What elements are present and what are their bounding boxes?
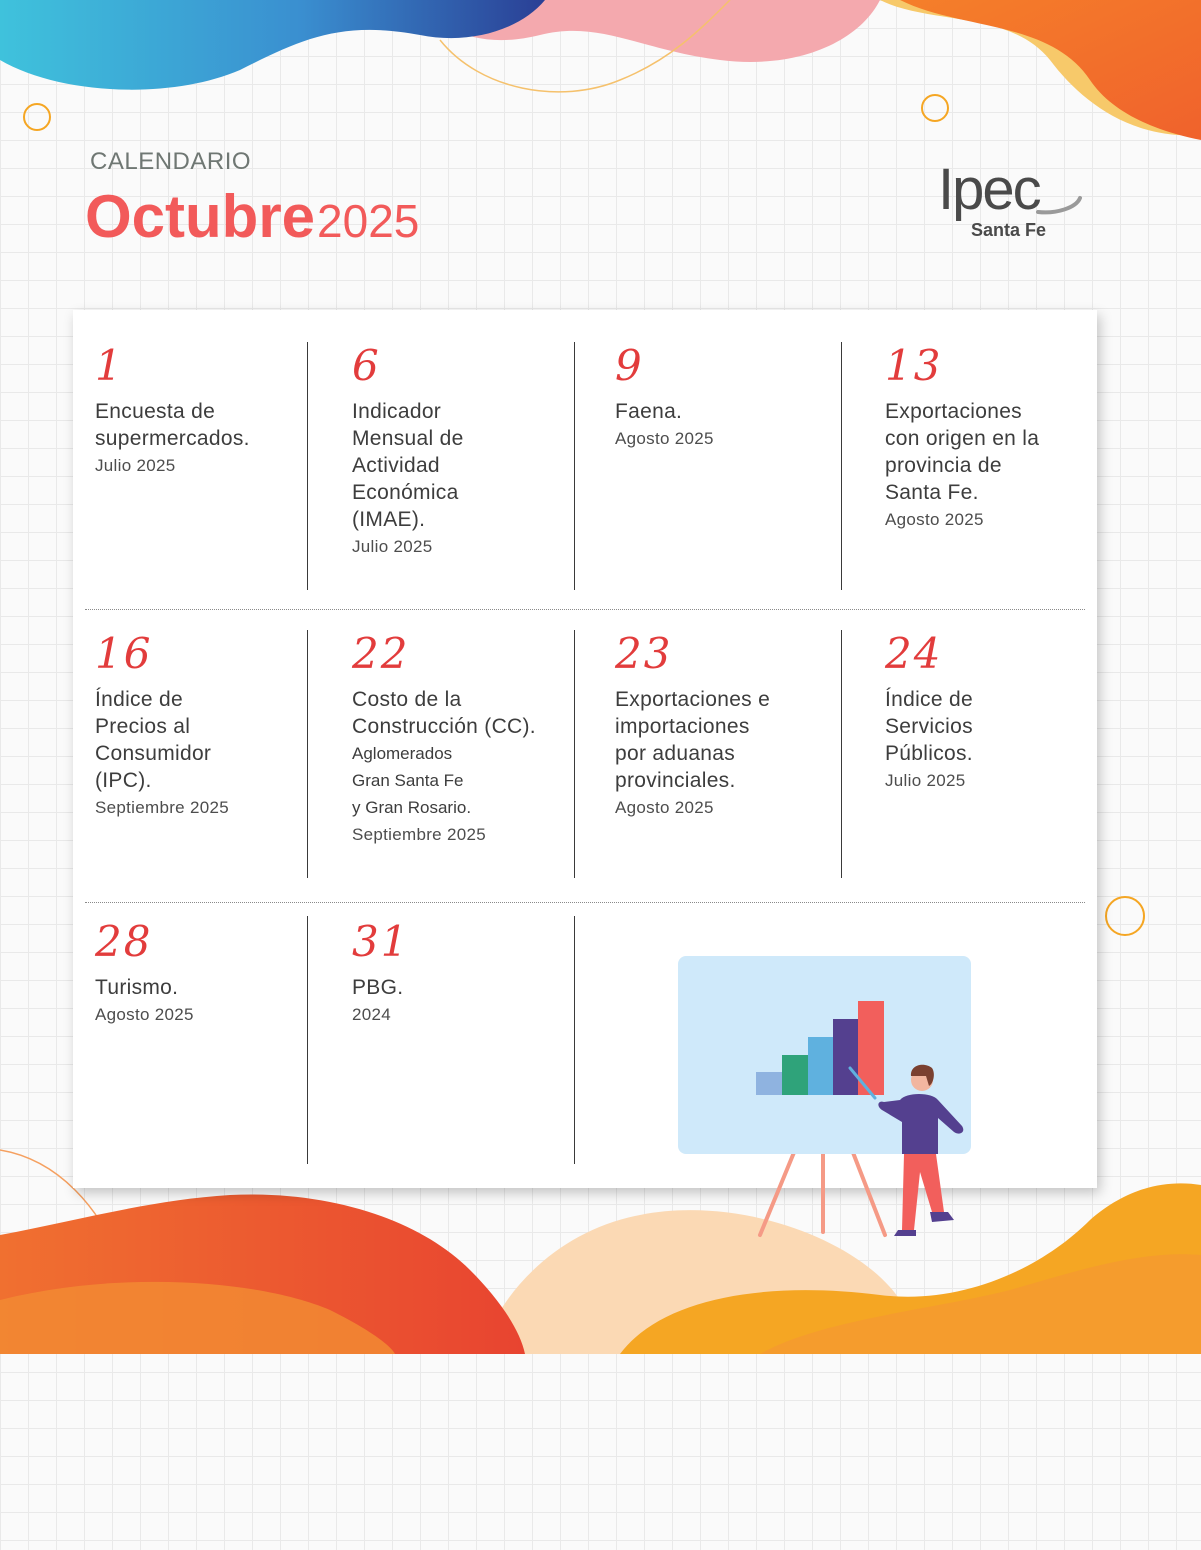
column-divider bbox=[574, 916, 575, 1164]
row-divider bbox=[85, 609, 1085, 610]
event-title: PBG. bbox=[352, 976, 404, 999]
event-period: Agosto 2025 bbox=[885, 510, 984, 529]
event-title: Índice de Servicios Públicos. bbox=[885, 688, 973, 765]
event-cell: 16 Índice de Precios al Consumidor (IPC). S… bbox=[95, 630, 295, 822]
event-cell: 22 Costo de la Construcción (CC). Aglomer… bbox=[352, 630, 562, 849]
month-title: Octubre bbox=[85, 183, 316, 250]
event-cell: 1 Encuesta de supermercados. Julio 2025 bbox=[95, 342, 295, 480]
event-day: 16 bbox=[95, 629, 153, 678]
event-title: Faena. bbox=[615, 400, 683, 423]
column-divider bbox=[574, 630, 575, 878]
event-day: 23 bbox=[615, 629, 673, 678]
event-cell: 6 Indicador Mensual de Actividad Económica(… bbox=[352, 342, 562, 561]
event-day: 31 bbox=[352, 917, 410, 966]
event-day: 6 bbox=[352, 341, 381, 390]
event-day: 24 bbox=[885, 629, 943, 678]
event-period: Julio 2025 bbox=[352, 537, 433, 556]
event-period: Septiembre 2025 bbox=[95, 798, 229, 817]
event-day: 9 bbox=[615, 341, 644, 390]
background-decoration bbox=[0, 0, 1201, 1354]
column-divider bbox=[841, 630, 842, 878]
logo-wordmark: Ipec bbox=[938, 157, 1042, 222]
event-period: Septiembre 2025 bbox=[352, 825, 486, 844]
ipec-logo: Ipec Santa Fe bbox=[938, 157, 1088, 245]
event-period: 2024 bbox=[352, 1005, 392, 1024]
event-title: Exportaciones con origen en la provincia d… bbox=[885, 400, 1040, 504]
event-title: Encuesta de supermercados. bbox=[95, 400, 250, 450]
logo-subtitle: Santa Fe bbox=[971, 220, 1047, 240]
event-period: Julio 2025 bbox=[885, 771, 966, 790]
event-day: 1 bbox=[95, 341, 124, 390]
event-title: Indicador Mensual de Actividad Económica (IM… bbox=[352, 400, 464, 531]
event-cell: 13 Exportaciones con origen en la provinci… bbox=[885, 342, 1085, 534]
event-cell: 24 Índice de Servicios Públicos. Julio 202… bbox=[885, 630, 1085, 795]
event-cell: 28 Turismo. Agosto 2025 bbox=[95, 918, 295, 1029]
event-period: Agosto 2025 bbox=[95, 1005, 194, 1024]
event-day: 13 bbox=[885, 341, 943, 390]
column-divider bbox=[307, 630, 308, 878]
event-period: Agosto 2025 bbox=[615, 798, 714, 817]
event-cell: 31 PBG. 2024 bbox=[352, 918, 562, 1029]
event-period: Agosto 2025 bbox=[615, 429, 714, 448]
event-day: 22 bbox=[352, 629, 410, 678]
column-divider bbox=[574, 342, 575, 590]
event-cell: 23 Exportaciones e importaciones por aduan… bbox=[615, 630, 830, 822]
year-title: 2025 bbox=[317, 195, 420, 247]
column-divider bbox=[307, 916, 308, 1164]
row-divider bbox=[85, 902, 1085, 903]
page-title: Octubre2025 bbox=[85, 182, 419, 251]
column-divider bbox=[841, 342, 842, 590]
event-period: Julio 2025 bbox=[95, 456, 176, 475]
presenter-chart-illustration bbox=[678, 956, 971, 1237]
event-day: 28 bbox=[95, 917, 153, 966]
event-title: Turismo. bbox=[95, 976, 179, 999]
calendar-label: CALENDARIO bbox=[90, 148, 252, 175]
event-title: Exportaciones e importaciones por aduanas p… bbox=[615, 688, 771, 792]
event-subtitle: Aglomerados Gran Santa Fe y Gran Rosario. bbox=[352, 744, 472, 817]
logo-swoosh-icon bbox=[1036, 196, 1082, 215]
event-title: Costo de la Construcción (CC). bbox=[352, 688, 536, 738]
event-title: Índice de Precios al Consumidor (IPC). bbox=[95, 688, 212, 792]
event-cell: 9 Faena. Agosto 2025 bbox=[615, 342, 825, 453]
column-divider bbox=[307, 342, 308, 590]
